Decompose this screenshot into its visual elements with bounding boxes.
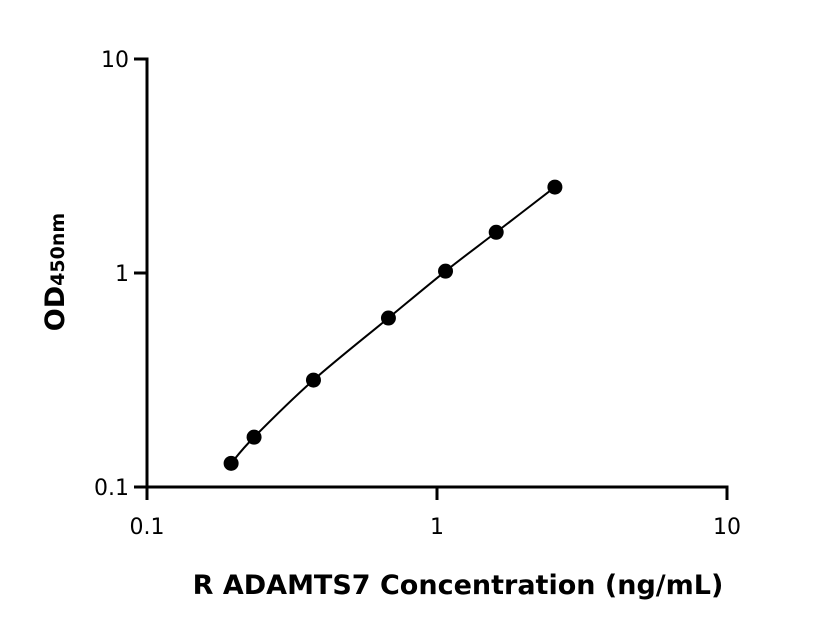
x-tick-label: 1 [430,515,444,540]
y-tick-label: 1 [115,262,129,287]
data-point [305,372,321,388]
data-point [547,179,563,195]
y-label-sub: 450nm [47,213,69,286]
data-point [380,310,396,326]
data-point [488,224,504,240]
y-tick-label: 0.1 [94,476,129,501]
x-tick-label: 0.1 [130,515,165,540]
data-point [223,455,239,471]
y-axis-label: OD450nm [40,213,71,331]
data-point [246,429,262,445]
fit-curve [230,186,556,464]
y-tick-label: 10 [101,48,129,73]
x-tick-label: 10 [713,515,741,540]
data-point [438,263,454,279]
y-label-main: OD [40,286,71,331]
x-axis-label: R ADAMTS7 Concentration (ng/mL) [193,570,724,601]
